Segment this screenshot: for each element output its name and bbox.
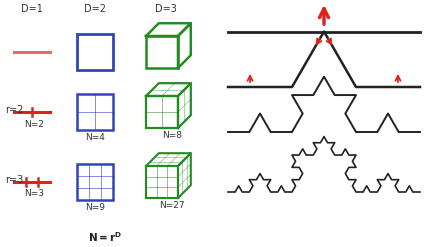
Text: $\mathbf{N=r^D}$: $\mathbf{N=r^D}$ [88,230,122,244]
Bar [77,164,113,200]
Text: D=2: D=2 [84,4,106,14]
Bar [146,166,178,198]
Text: N=27: N=27 [159,202,185,210]
Text: r=3: r=3 [5,175,23,185]
Bar [77,34,113,70]
Text: D=1: D=1 [21,4,43,14]
Bar [77,94,113,130]
Text: N=4: N=4 [85,133,105,143]
Text: N=3: N=3 [24,189,44,199]
Text: N=8: N=8 [162,131,182,141]
Text: N=9: N=9 [85,204,105,212]
Text: D=3: D=3 [155,4,177,14]
Bar [146,96,178,128]
Text: N=2: N=2 [24,120,44,128]
Text: r=2: r=2 [5,105,23,115]
Bar [146,36,178,68]
